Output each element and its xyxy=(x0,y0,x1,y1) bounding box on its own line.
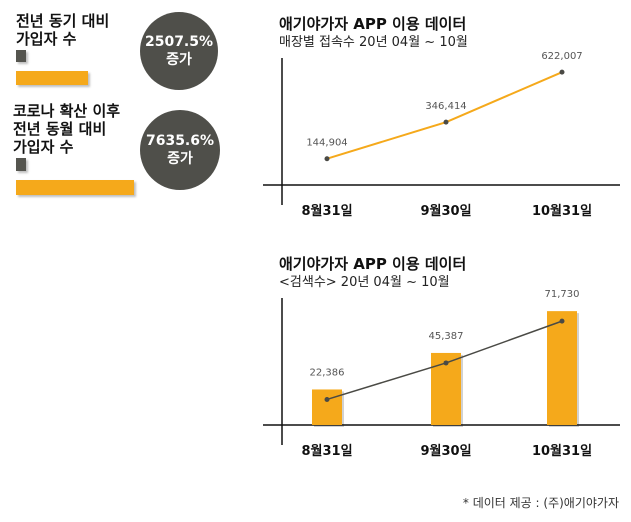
stat2-label: 코로나 확산 이후 전년 동월 대비 가입자 수 xyxy=(13,102,120,156)
stat1-percent: 2507.5% xyxy=(144,34,214,50)
stat1-after-bar xyxy=(16,71,88,85)
chart1-subtitle: 매장별 접속수 20년 04월 ~ 10월 xyxy=(279,35,468,50)
stat2-circle: 7635.6% 증가 xyxy=(140,110,220,190)
chart2-overlay-point xyxy=(324,396,330,402)
stat2-before-bar xyxy=(16,158,26,171)
chart1-data-point xyxy=(443,119,449,125)
chart1-data-point xyxy=(324,156,330,162)
chart2-subtitle: <검색수> 20년 04월 ~ 10월 xyxy=(279,275,450,290)
chart1-x-tick-label: 8월31일 xyxy=(301,203,352,219)
chart2-title: 애기야가자 APP 이용 데이터 xyxy=(279,255,467,273)
chart1-data-label: 346,414 xyxy=(425,101,466,112)
chart1-x-tick-label: 10월31일 xyxy=(532,203,592,219)
chart2-data-label: 45,387 xyxy=(429,331,464,342)
chart2-bar-chart: 22,386 8월31일 45,387 9월30일 71,730 10월31일 xyxy=(263,290,620,459)
stat1-before-bar xyxy=(16,50,26,62)
chart2-overlay-point xyxy=(443,360,449,366)
footnote: * 데이터 제공 : (주)애기야가자 xyxy=(462,496,619,510)
stat2-percent: 7635.6% xyxy=(145,133,215,149)
chart1-data-point xyxy=(559,69,565,75)
stat2-label-line: 코로나 확산 이후 xyxy=(13,102,121,120)
stat2-label-line: 전년 동월 대비 xyxy=(13,120,107,138)
chart2-overlay-point xyxy=(559,318,565,324)
chart2-data-label: 22,386 xyxy=(310,367,345,378)
chart1-title: 애기야가자 APP 이용 데이터 xyxy=(279,15,467,33)
stat1-label-line: 전년 동기 대비 xyxy=(16,12,110,30)
chart1-data-label: 144,904 xyxy=(306,138,347,149)
chart2-x-tick-label: 10월31일 xyxy=(532,443,592,459)
stat2-label-line: 가입자 수 xyxy=(13,138,74,156)
chart2-x-tick-label: 9월30일 xyxy=(420,443,471,459)
stat2-after-bar xyxy=(16,180,134,195)
chart2-bar xyxy=(312,389,342,425)
stat2-suffix: 증가 xyxy=(167,151,193,167)
stat1-label: 전년 동기 대비 가입자 수 xyxy=(16,12,109,48)
stat1-circle: 2507.5% 증가 xyxy=(140,12,218,90)
chart1-data-label: 622,007 xyxy=(541,51,582,62)
chart2-bar xyxy=(547,311,577,425)
stat1-suffix: 증가 xyxy=(166,52,192,68)
chart1-x-tick-label: 9월30일 xyxy=(420,203,471,219)
chart2-x-tick-label: 8월31일 xyxy=(301,443,352,459)
chart1-line-chart: 144,904 8월31일 346,414 9월30일 622,007 10월31일 xyxy=(263,51,620,219)
chart1-series-line xyxy=(326,71,563,160)
stat1-label-line: 가입자 수 xyxy=(16,30,77,48)
chart2-data-label: 71,730 xyxy=(545,290,580,300)
